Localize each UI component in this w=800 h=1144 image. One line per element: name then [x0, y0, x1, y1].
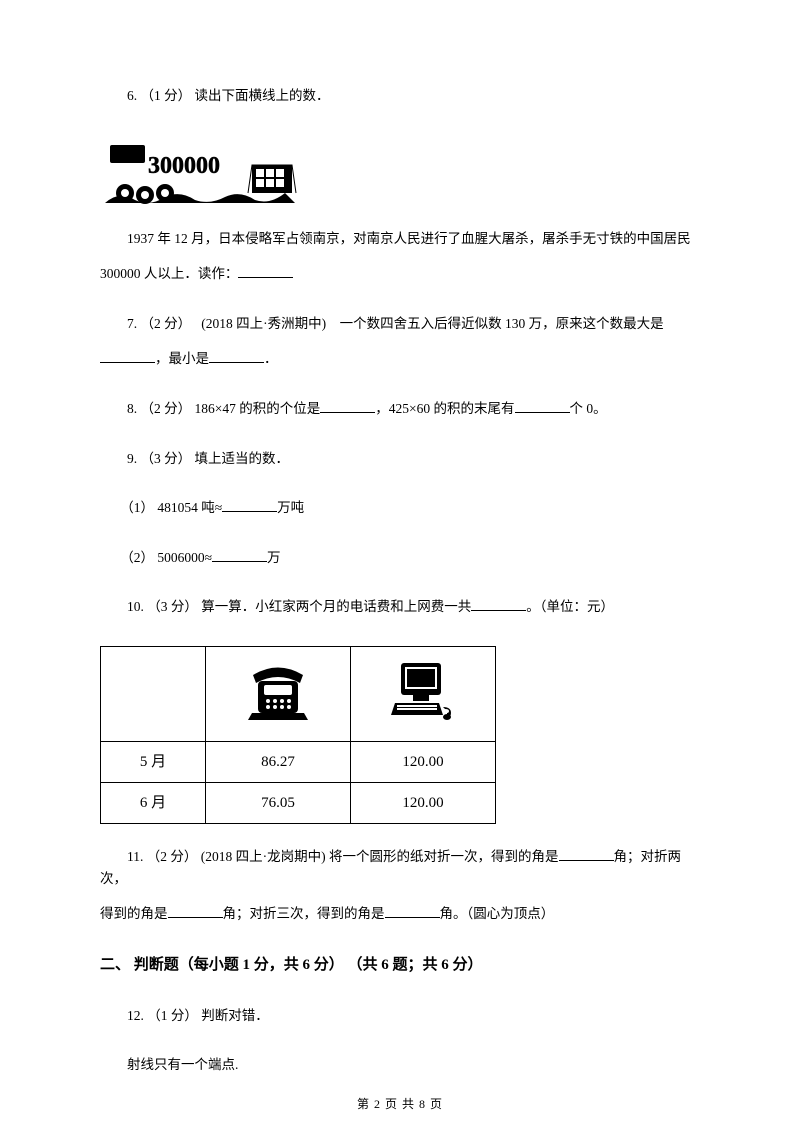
q9-sub1-text: 481054 吨≈: [157, 500, 222, 515]
table-empty-cell: [101, 646, 206, 741]
question-6: 6. （1 分） 读出下面横线上的数．: [100, 85, 700, 107]
phone-cost-cell: 86.27: [206, 741, 351, 782]
month-cell: 6 月: [101, 782, 206, 823]
q12-title: 判断对错．: [201, 1008, 269, 1023]
q10-text-a: 算一算．小红家两个月的电话费和上网费一共: [201, 599, 471, 614]
q9-points: （3 分）: [141, 451, 192, 466]
net-cost-cell: 120.00: [351, 782, 496, 823]
q9-sub2-label: （2）: [120, 550, 154, 565]
q6-context-line1: 1937 年 12 月，日本侵略军占领南京，对南京人民进行了血腥大屠杀，屠杀手无…: [127, 231, 691, 246]
q11-blank-1[interactable]: [559, 847, 614, 861]
svg-text:300000: 300000: [148, 153, 220, 179]
q6-points: （1 分）: [141, 88, 192, 103]
q7-text-c: ．: [264, 351, 278, 366]
q8-text-b: ，425×60 的积的末尾有: [375, 401, 514, 416]
q7-cont: ，最小是 ．: [100, 348, 700, 370]
q7-points: （2 分）: [141, 316, 192, 331]
telephone-icon: [238, 655, 318, 725]
q9-sub1-label: （1）: [120, 500, 154, 515]
q11-text-e: 角。（圆心为顶点）: [440, 906, 555, 921]
computer-icon-cell: [351, 646, 496, 741]
q9-sub1-unit: 万吨: [277, 500, 304, 515]
q7-blank-2[interactable]: [209, 350, 264, 364]
question-11: 11. （2 分） (2018 四上·龙岗期中) 将一个圆形的纸对折一次，得到的…: [100, 846, 700, 889]
q8-points: （2 分）: [141, 401, 192, 416]
q9-sub1: （1） 481054 吨≈ 万吨: [100, 497, 700, 519]
q6-number: 6.: [127, 88, 137, 103]
q9-sub2-text: 5006000≈: [157, 550, 212, 565]
q6-image: 300000: [100, 135, 300, 210]
month-cell: 5 月: [101, 741, 206, 782]
q11-text-d: 角；对折三次，得到的角是: [223, 906, 385, 921]
q9-sub1-blank[interactable]: [222, 499, 277, 513]
q8-text-a: 186×47 的积的个位是: [195, 401, 321, 416]
section-2-header: 二、 判断题（每小题 1 分，共 6 分） （共 6 题；共 6 分）: [100, 953, 700, 977]
q8-number: 8.: [127, 401, 137, 416]
page-footer: 第 2 页 共 8 页: [0, 1095, 800, 1114]
q10-points: （3 分）: [147, 599, 198, 614]
q9-number: 9.: [127, 451, 137, 466]
q9-sub2: （2） 5006000≈ 万: [100, 547, 700, 569]
q12-statement: 射线只有一个端点.: [100, 1054, 700, 1076]
computer-icon: [383, 655, 463, 725]
q10-number: 10.: [127, 599, 144, 614]
phone-cost-cell: 76.05: [206, 782, 351, 823]
net-cost-cell: 120.00: [351, 741, 496, 782]
q10-text-b: 。（单位：元）: [526, 599, 614, 614]
q8-blank-2[interactable]: [515, 399, 570, 413]
q11-points: （2 分）: [147, 849, 198, 864]
q10-table: 5 月 86.27 120.00 6 月 76.05 120.00: [100, 646, 496, 824]
q7-text-b: ，最小是: [155, 351, 209, 366]
q7-text-a: 一个数四舍五入后得近似数 130 万，原来这个数最大是: [340, 316, 664, 331]
q9-sub2-unit: 万: [267, 550, 281, 565]
q6-context-line2: 300000 人以上．读作：: [100, 266, 238, 281]
q7-blank-1[interactable]: [100, 350, 155, 364]
q11-text-c: 得到的角是: [100, 906, 168, 921]
q6-title: 读出下面横线上的数．: [195, 88, 330, 103]
table-header-row: [101, 646, 496, 741]
question-8: 8. （2 分） 186×47 的积的个位是 ，425×60 的积的末尾有 个 0。: [100, 398, 700, 420]
q8-text-c: 个 0。: [570, 401, 607, 416]
q7-source: (2018 四上·秀洲期中): [201, 316, 326, 331]
q6-context: 1937 年 12 月，日本侵略军占领南京，对南京人民进行了血腥大屠杀，屠杀手无…: [100, 228, 700, 250]
q12-number: 12.: [127, 1008, 144, 1023]
q11-blank-3[interactable]: [385, 905, 440, 919]
table-row: 5 月 86.27 120.00: [101, 741, 496, 782]
q12-points: （1 分）: [147, 1008, 198, 1023]
q11-text-a: 将一个圆形的纸对折一次，得到的角是: [329, 849, 559, 864]
question-10: 10. （3 分） 算一算．小红家两个月的电话费和上网费一共 。（单位：元）: [100, 596, 700, 618]
question-7: 7. （2 分） (2018 四上·秀洲期中) 一个数四舍五入后得近似数 130…: [100, 313, 700, 335]
q11-blank-2[interactable]: [168, 905, 223, 919]
question-12: 12. （1 分） 判断对错．: [100, 1005, 700, 1027]
q6-context-cont: 300000 人以上．读作：: [100, 263, 700, 285]
q11-source: (2018 四上·龙岗期中): [201, 849, 326, 864]
q7-number: 7.: [127, 316, 137, 331]
q11-number: 11.: [127, 849, 143, 864]
q6-blank[interactable]: [238, 265, 293, 279]
q10-blank[interactable]: [471, 598, 526, 612]
q8-blank-1[interactable]: [320, 399, 375, 413]
q9-title: 填上适当的数．: [195, 451, 290, 466]
q9-sub2-blank[interactable]: [212, 548, 267, 562]
table-row: 6 月 76.05 120.00: [101, 782, 496, 823]
question-9: 9. （3 分） 填上适当的数．: [100, 448, 700, 470]
q11-cont: 得到的角是 角；对折三次，得到的角是 角。（圆心为顶点）: [100, 903, 700, 925]
phone-icon-cell: [206, 646, 351, 741]
